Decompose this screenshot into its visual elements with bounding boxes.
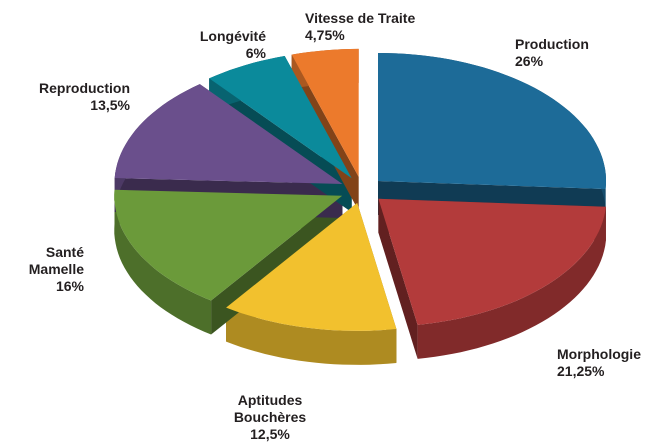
slice — [291, 48, 359, 177]
category-label: Santé Mamelle — [28, 244, 84, 277]
slice-side — [114, 189, 212, 335]
slice-wall — [378, 198, 418, 359]
slice-label: Production 26% — [515, 36, 589, 70]
category-label: Longévité — [199, 28, 266, 44]
category-label: Aptitudes Bouchères — [233, 392, 307, 425]
slice — [226, 202, 397, 331]
slice — [378, 198, 606, 325]
value-label: 26% — [515, 53, 544, 69]
value-label: 12,5% — [250, 426, 290, 442]
slice — [378, 53, 606, 189]
slice-side — [226, 307, 397, 365]
value-label: 6% — [245, 45, 266, 61]
category-label: Morphologie — [557, 346, 641, 362]
slice — [114, 84, 343, 184]
slice-label: Santé Mamelle 16% — [8, 244, 84, 295]
value-label: 16% — [55, 278, 84, 294]
slice-label: Aptitudes Bouchères 12,5% — [210, 392, 330, 443]
category-label: Production — [515, 36, 589, 52]
slice-label: Longévité 6% — [160, 28, 266, 62]
category-label: Vitesse de Traite — [305, 10, 416, 26]
value-label: 13,5% — [90, 97, 130, 113]
slice — [209, 56, 352, 179]
value-label: 4,75% — [305, 27, 345, 43]
slice-side — [417, 206, 606, 359]
slice-label: Morphologie 21,25% — [557, 346, 641, 380]
category-label: Reproduction — [39, 80, 130, 96]
slice-label: Vitesse de Traite 4,75% — [305, 10, 415, 44]
slice — [114, 189, 343, 301]
slice-label: Reproduction 13,5% — [10, 80, 130, 114]
value-label: 21,25% — [557, 363, 605, 379]
